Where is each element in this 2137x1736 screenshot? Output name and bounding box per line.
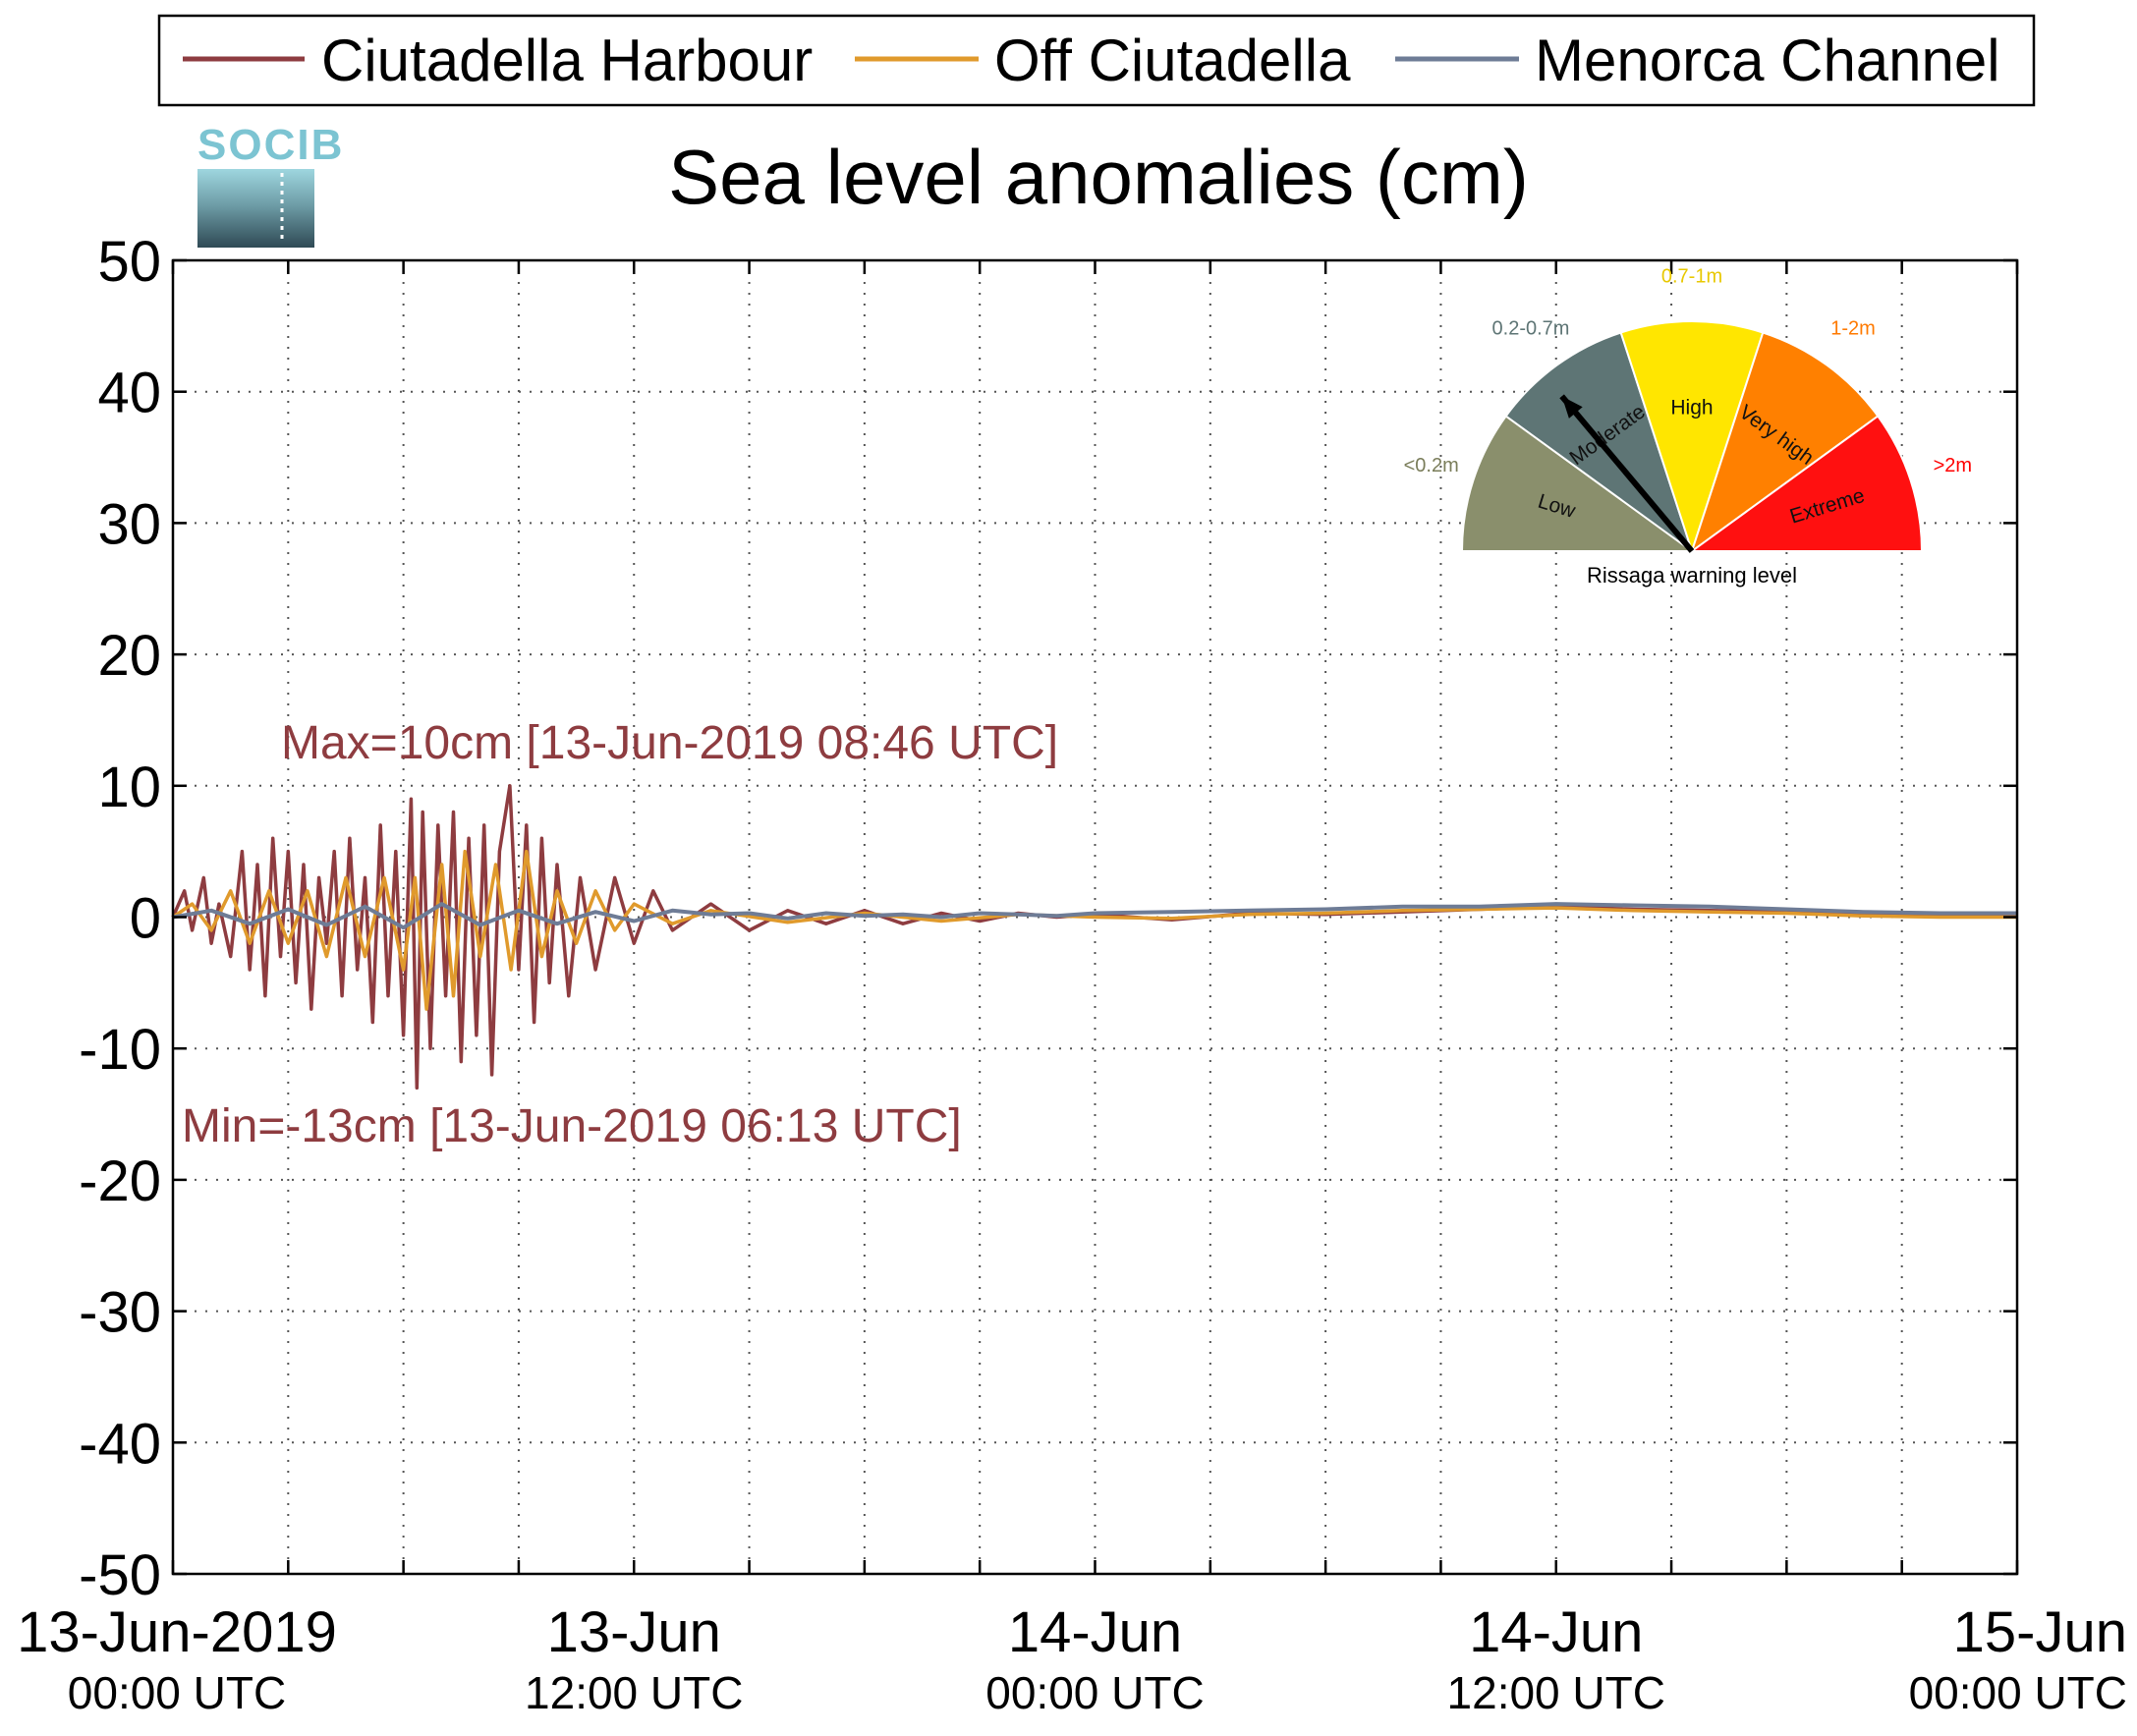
x-tick-label-time: 00:00 UTC <box>68 1667 286 1718</box>
annotation-min: Min=-13cm [13-Jun-2019 06:13 UTC] <box>182 1100 962 1152</box>
y-tick-label: 20 <box>97 624 161 688</box>
gauge-range-label: <0.2m <box>1404 455 1459 476</box>
series-line-1 <box>172 849 2017 1011</box>
gauge-segment-label: High <box>1670 396 1713 419</box>
y-tick-label: -50 <box>79 1543 161 1607</box>
gauge-title: Rissaga warning level <box>1587 563 1797 588</box>
gauge-needle-head <box>1561 396 1583 419</box>
y-tick-label: 50 <box>97 230 161 294</box>
gauge-range-label: >2m <box>1934 455 1972 476</box>
legend-box <box>157 14 2036 107</box>
y-tick-label: -30 <box>79 1281 161 1345</box>
gauge-segment-3 <box>1690 331 1880 554</box>
chart-title: Sea level anomalies (cm) <box>668 134 1529 220</box>
x-tick-label-time: 12:00 UTC <box>1447 1667 1665 1718</box>
x-tick-label-time: 00:00 UTC <box>1909 1667 2127 1718</box>
x-tick-label-date: 14-Jun <box>1008 1600 1182 1664</box>
y-tick-label: 40 <box>97 362 161 425</box>
x-tick-label-time: 12:00 UTC <box>525 1667 743 1718</box>
gauge-segment-0 <box>1460 415 1696 552</box>
gauge-range-label: 0.7-1m <box>1661 265 1722 287</box>
gauge-range-label: 0.2-0.7m <box>1492 318 1570 340</box>
socib-logo-block <box>197 169 314 248</box>
legend-label-channel: Menorca Channel <box>1535 28 2000 93</box>
gauge-segment-2 <box>1619 320 1765 555</box>
legend-label-harbour: Ciutadella Harbour <box>321 28 813 93</box>
series <box>171 784 2017 1091</box>
gauge-range-label: 1-2m <box>1830 318 1876 340</box>
gauge-segment-4 <box>1688 415 1924 552</box>
x-tick-label-date: 14-Jun <box>1469 1600 1643 1664</box>
gauge-needle <box>1559 394 1695 553</box>
x-tick-label-date: 13-Jun <box>547 1600 721 1664</box>
x-tick-label-date: 15-Jun <box>1953 1600 2127 1664</box>
y-tick-label: 30 <box>97 492 161 556</box>
y-tick-label: -10 <box>79 1018 161 1082</box>
legend-label-off: Off Ciutadella <box>994 28 1351 93</box>
legend: Ciutadella Harbour Off Ciutadella Menorc… <box>157 14 2036 107</box>
series-line-2 <box>172 902 2017 930</box>
y-tick-label: -20 <box>79 1149 161 1213</box>
y-tick-label: -40 <box>79 1412 161 1476</box>
y-tick-label: 10 <box>97 756 161 819</box>
x-tick-label-time: 00:00 UTC <box>985 1667 1204 1718</box>
y-axis: 50 40 30 20 10 0 -10 -20 -30 -40 -50 <box>79 230 2017 1607</box>
socib-logo-text: SOCIB <box>197 121 344 169</box>
annotation-max: Max=10cm [13-Jun-2019 08:46 UTC] <box>281 717 1058 769</box>
x-tick-label-date: 13-Jun-2019 <box>17 1600 337 1664</box>
socib-logo: SOCIB <box>197 121 344 248</box>
y-tick-label: 0 <box>130 887 161 951</box>
